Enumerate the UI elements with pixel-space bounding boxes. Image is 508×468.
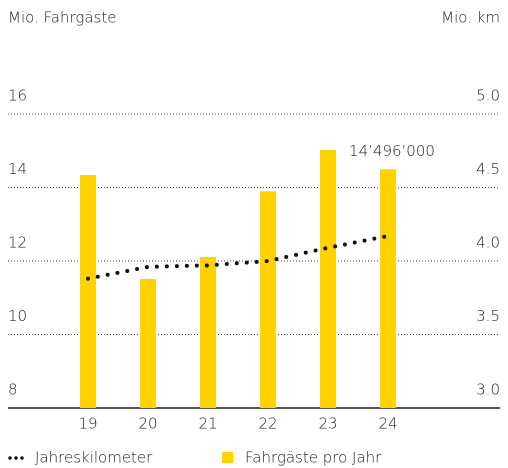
x-tick-label: 23 [318,415,337,433]
y-axis-label: Mio. Fahrgäste [8,9,117,27]
y2-tick-label: 3.0 [476,381,500,399]
y2-axis-label: Mio. km [441,9,500,27]
bar [80,175,96,408]
legend-swatch [222,452,233,463]
line [86,234,390,281]
bar [320,150,336,408]
legend-label: Jahreskilometer [35,449,153,467]
y2-tick-label: 4.5 [476,160,500,178]
x-tick-label: 21 [198,415,217,433]
legend-label: Fahrgäste pro Jahr [245,449,382,467]
y-tick-label: 8 [8,381,18,399]
bar [260,191,276,408]
y-tick-label: 10 [8,307,27,325]
x-tick-label: 24 [378,415,397,433]
x-tick-label: 19 [78,415,97,433]
y-tick-label: 16 [8,87,27,105]
y2-tick-label: 4.0 [476,234,500,252]
y-tick-label: 14 [8,160,27,178]
bar [140,279,156,408]
data-label: 14’496’000 [349,142,435,160]
y2-tick-label: 5.0 [476,87,500,105]
x-tick-label: 22 [258,415,277,433]
y2-tick-label: 3.5 [476,307,500,325]
y-tick-label: 12 [8,234,27,252]
x-tick-label: 20 [138,415,157,433]
bar [200,256,216,408]
bar [380,169,396,408]
